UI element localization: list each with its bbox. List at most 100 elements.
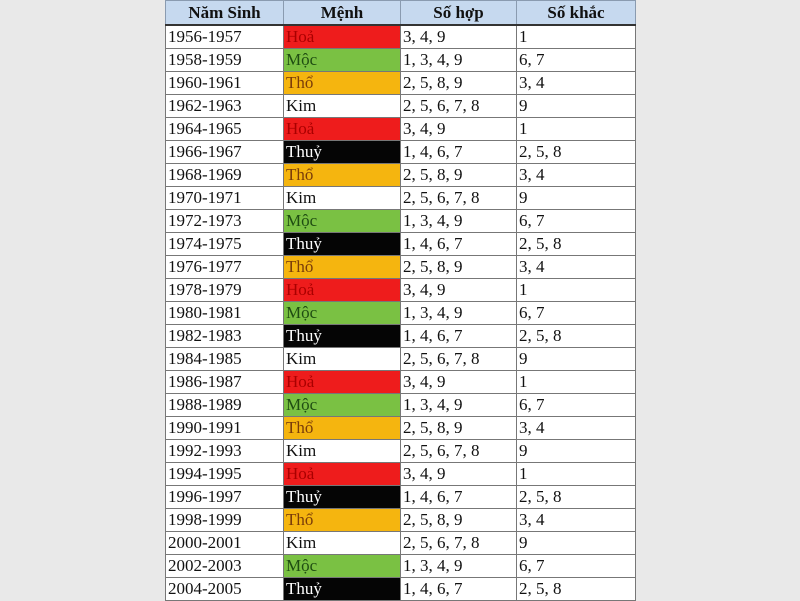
birth-years-cell: 1962-1963 bbox=[165, 94, 284, 118]
so-hop-cell: 2, 5, 6, 7, 8 bbox=[400, 186, 517, 210]
menh-cell: Mộc bbox=[283, 554, 401, 578]
so-khac-cell: 6, 7 bbox=[516, 48, 636, 72]
birth-years-cell: 1984-1985 bbox=[165, 347, 284, 371]
header-nam-sinh: Năm Sinh bbox=[165, 0, 284, 26]
so-hop-cell: 2, 5, 6, 7, 8 bbox=[400, 94, 517, 118]
so-khac-cell: 3, 4 bbox=[516, 508, 636, 532]
so-hop-cell: 2, 5, 6, 7, 8 bbox=[400, 531, 517, 555]
so-khac-cell: 3, 4 bbox=[516, 163, 636, 187]
so-hop-cell: 1, 3, 4, 9 bbox=[400, 209, 517, 233]
birth-years-cell: 1994-1995 bbox=[165, 462, 284, 486]
so-khac-cell: 3, 4 bbox=[516, 71, 636, 95]
header-so-khac: Số khắc bbox=[516, 0, 636, 26]
birth-years-cell: 1998-1999 bbox=[165, 508, 284, 532]
table-row: 1968-1969 Thổ 2, 5, 8, 9 3, 4 bbox=[165, 163, 636, 187]
menh-cell: Thuỷ bbox=[283, 232, 401, 256]
so-khac-cell: 2, 5, 8 bbox=[516, 324, 636, 348]
table-row: 1966-1967 Thuỷ 1, 4, 6, 7 2, 5, 8 bbox=[165, 140, 636, 164]
menh-cell: Hoả bbox=[283, 462, 401, 486]
so-hop-cell: 2, 5, 8, 9 bbox=[400, 163, 517, 187]
menh-cell: Thổ bbox=[283, 416, 401, 440]
table-row: 1974-1975 Thuỷ 1, 4, 6, 7 2, 5, 8 bbox=[165, 232, 636, 256]
so-khac-cell: 1 bbox=[516, 24, 636, 49]
menh-cell: Mộc bbox=[283, 301, 401, 325]
so-hop-cell: 2, 5, 8, 9 bbox=[400, 71, 517, 95]
birth-years-cell: 1990-1991 bbox=[165, 416, 284, 440]
so-khac-cell: 1 bbox=[516, 462, 636, 486]
table-row: 1980-1981 Mộc 1, 3, 4, 9 6, 7 bbox=[165, 301, 636, 325]
so-hop-cell: 1, 4, 6, 7 bbox=[400, 324, 517, 348]
menh-cell: Mộc bbox=[283, 393, 401, 417]
birth-years-cell: 1978-1979 bbox=[165, 278, 284, 302]
so-khac-cell: 6, 7 bbox=[516, 393, 636, 417]
table-row: 2002-2003 Mộc 1, 3, 4, 9 6, 7 bbox=[165, 554, 636, 578]
so-hop-cell: 1, 3, 4, 9 bbox=[400, 393, 517, 417]
menh-cell: Thuỷ bbox=[283, 485, 401, 509]
birth-years-cell: 1980-1981 bbox=[165, 301, 284, 325]
header-menh: Mệnh bbox=[283, 0, 401, 26]
so-hop-cell: 1, 3, 4, 9 bbox=[400, 48, 517, 72]
birth-years-cell: 1974-1975 bbox=[165, 232, 284, 256]
birth-years-cell: 1976-1977 bbox=[165, 255, 284, 279]
menh-cell: Thổ bbox=[283, 255, 401, 279]
so-khac-cell: 1 bbox=[516, 278, 636, 302]
table-row: 1972-1973 Mộc 1, 3, 4, 9 6, 7 bbox=[165, 209, 636, 233]
menh-cell: Thổ bbox=[283, 508, 401, 532]
table-row: 1998-1999 Thổ 2, 5, 8, 9 3, 4 bbox=[165, 508, 636, 532]
menh-cell: Kim bbox=[283, 531, 401, 555]
birth-years-cell: 1960-1961 bbox=[165, 71, 284, 95]
menh-cell: Hoả bbox=[283, 278, 401, 302]
birth-years-cell: 1972-1973 bbox=[165, 209, 284, 233]
birth-years-cell: 1966-1967 bbox=[165, 140, 284, 164]
so-khac-cell: 9 bbox=[516, 94, 636, 118]
table-row: 1996-1997 Thuỷ 1, 4, 6, 7 2, 5, 8 bbox=[165, 485, 636, 509]
birth-years-cell: 1970-1971 bbox=[165, 186, 284, 210]
so-hop-cell: 2, 5, 8, 9 bbox=[400, 508, 517, 532]
menh-cell: Kim bbox=[283, 186, 401, 210]
so-hop-cell: 3, 4, 9 bbox=[400, 370, 517, 394]
menh-cell: Hoả bbox=[283, 24, 401, 49]
so-khac-cell: 9 bbox=[516, 531, 636, 555]
menh-cell: Mộc bbox=[283, 209, 401, 233]
birth-years-cell: 1988-1989 bbox=[165, 393, 284, 417]
so-khac-cell: 9 bbox=[516, 347, 636, 371]
so-hop-cell: 1, 4, 6, 7 bbox=[400, 577, 517, 601]
table-row: 1958-1959 Mộc 1, 3, 4, 9 6, 7 bbox=[165, 48, 636, 72]
birth-years-cell: 1986-1987 bbox=[165, 370, 284, 394]
so-khac-cell: 2, 5, 8 bbox=[516, 485, 636, 509]
birth-years-cell: 1992-1993 bbox=[165, 439, 284, 463]
birth-years-cell: 1968-1969 bbox=[165, 163, 284, 187]
so-khac-cell: 1 bbox=[516, 370, 636, 394]
so-hop-cell: 3, 4, 9 bbox=[400, 462, 517, 486]
so-hop-cell: 2, 5, 6, 7, 8 bbox=[400, 347, 517, 371]
menh-cell: Kim bbox=[283, 347, 401, 371]
so-khac-cell: 1 bbox=[516, 117, 636, 141]
menh-cell: Thuỷ bbox=[283, 324, 401, 348]
birth-years-cell: 2004-2005 bbox=[165, 577, 284, 601]
so-hop-cell: 1, 3, 4, 9 bbox=[400, 301, 517, 325]
birth-years-cell: 1964-1965 bbox=[165, 117, 284, 141]
menh-cell: Kim bbox=[283, 439, 401, 463]
menh-cell: Thuỷ bbox=[283, 140, 401, 164]
so-khac-cell: 3, 4 bbox=[516, 416, 636, 440]
menh-cell: Thổ bbox=[283, 163, 401, 187]
so-khac-cell: 2, 5, 8 bbox=[516, 232, 636, 256]
so-hop-cell: 1, 4, 6, 7 bbox=[400, 140, 517, 164]
menh-cell: Kim bbox=[283, 94, 401, 118]
so-khac-cell: 6, 7 bbox=[516, 554, 636, 578]
menh-table: Năm Sinh Mệnh Số hợp Số khắc 1956-1957 Ho… bbox=[165, 0, 636, 601]
so-hop-cell: 2, 5, 8, 9 bbox=[400, 416, 517, 440]
menh-cell: Thuỷ bbox=[283, 577, 401, 601]
birth-years-cell: 1982-1983 bbox=[165, 324, 284, 348]
table-row: 1960-1961 Thổ 2, 5, 8, 9 3, 4 bbox=[165, 71, 636, 95]
so-hop-cell: 3, 4, 9 bbox=[400, 24, 517, 49]
table-row: 1988-1989 Mộc 1, 3, 4, 9 6, 7 bbox=[165, 393, 636, 417]
so-khac-cell: 2, 5, 8 bbox=[516, 577, 636, 601]
so-hop-cell: 1, 3, 4, 9 bbox=[400, 554, 517, 578]
